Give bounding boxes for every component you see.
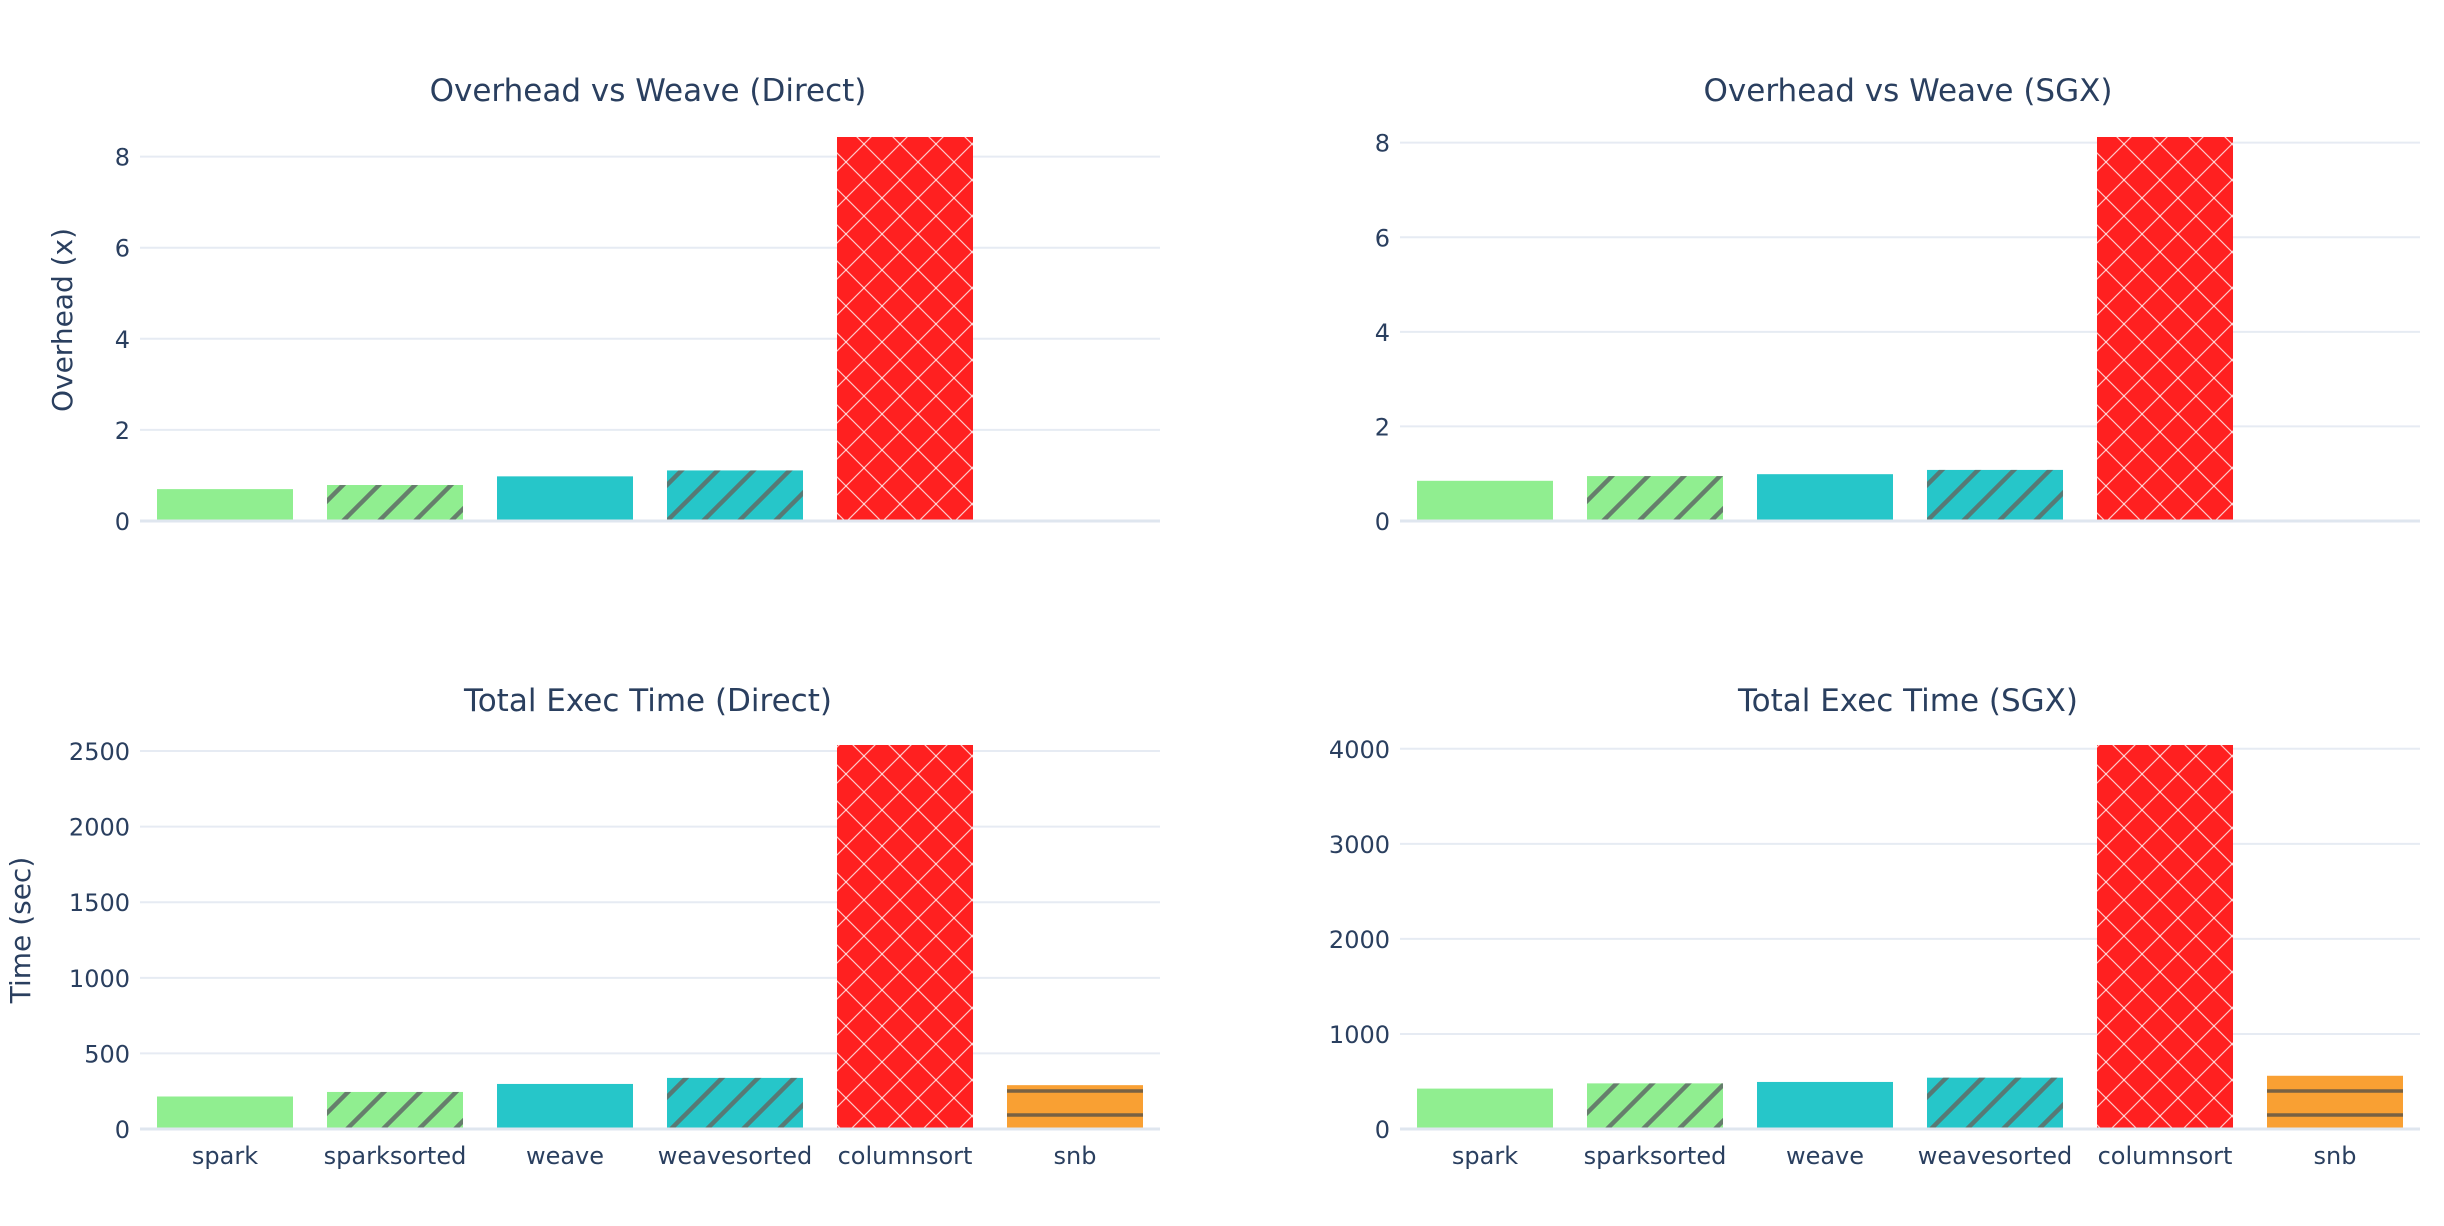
y-tick-label: 4000 bbox=[1329, 736, 1390, 764]
y-tick-label: 8 bbox=[115, 144, 130, 172]
x-tick-label: weave bbox=[1786, 1142, 1864, 1170]
y-tick-label: 4 bbox=[1375, 319, 1390, 347]
y-tick-label: 1000 bbox=[1329, 1021, 1390, 1049]
x-tick-label: sparksorted bbox=[324, 1142, 467, 1170]
x-tick-label: weavesorted bbox=[1918, 1142, 2073, 1170]
bar-weave bbox=[497, 1083, 633, 1129]
chart-title: Total Exec Time (SGX) bbox=[1737, 683, 2078, 719]
x-tick-label: columnsort bbox=[2098, 1142, 2233, 1170]
y-tick-label: 4 bbox=[115, 326, 130, 354]
y-tick-label: 500 bbox=[84, 1040, 130, 1068]
y-tick-label: 6 bbox=[115, 235, 130, 263]
bar-spark bbox=[1417, 480, 1553, 521]
x-tick-label: spark bbox=[192, 1142, 258, 1170]
bar-pattern-sparksorted bbox=[1587, 1083, 1723, 1129]
y-tick-label: 1500 bbox=[69, 889, 130, 917]
bar-weave bbox=[1757, 474, 1893, 521]
bar-pattern-snb bbox=[1007, 1085, 1143, 1129]
x-tick-label: spark bbox=[1452, 1142, 1518, 1170]
y-tick-label: 2500 bbox=[69, 738, 130, 766]
x-tick-label: snb bbox=[2314, 1142, 2357, 1170]
x-tick-label: snb bbox=[1054, 1142, 1097, 1170]
y-tick-label: 1000 bbox=[69, 965, 130, 993]
bar-pattern-sparksorted bbox=[327, 1091, 463, 1129]
y-tick-label: 0 bbox=[1375, 508, 1390, 536]
y-tick-label: 0 bbox=[1375, 1116, 1390, 1144]
bar-pattern-columnsort bbox=[2097, 745, 2233, 1129]
bar-spark bbox=[1417, 1088, 1553, 1129]
y-axis-label: Overhead (x) bbox=[46, 228, 79, 412]
panel-exec-time-direct: Total Exec Time (Direct) Time (sec) 0 500… bbox=[4, 683, 1160, 1170]
y-tick-label: 6 bbox=[1375, 224, 1390, 252]
bar-spark bbox=[157, 1096, 293, 1129]
bar-pattern-columnsort bbox=[837, 745, 973, 1129]
y-tick-label: 0 bbox=[115, 508, 130, 536]
bar-pattern-weavesorted bbox=[1927, 469, 2063, 521]
y-tick-label: 8 bbox=[1375, 130, 1390, 158]
panel-overhead-direct: Overhead vs Weave (Direct) Overhead (x) … bbox=[46, 73, 1160, 536]
x-tick-label: sparksorted bbox=[1584, 1142, 1727, 1170]
bar-pattern-weavesorted bbox=[1927, 1077, 2063, 1129]
chart-title: Total Exec Time (Direct) bbox=[463, 683, 832, 719]
chart-title: Overhead vs Weave (Direct) bbox=[430, 73, 867, 109]
bar-pattern-weavesorted bbox=[667, 470, 803, 521]
bar-spark bbox=[157, 489, 293, 521]
y-tick-label: 2000 bbox=[69, 814, 130, 842]
bar-pattern-columnsort bbox=[2097, 137, 2233, 521]
bar-weave bbox=[1757, 1081, 1893, 1129]
x-tick-label: columnsort bbox=[838, 1142, 973, 1170]
y-tick-label: 2000 bbox=[1329, 926, 1390, 954]
y-tick-label: 0 bbox=[115, 1116, 130, 1144]
y-tick-label: 2 bbox=[1375, 413, 1390, 441]
panel-overhead-sgx: Overhead vs Weave (SGX) 0 2 4 6 8 bbox=[1375, 73, 2420, 536]
bar-pattern-sparksorted bbox=[327, 485, 463, 521]
bar-pattern-sparksorted bbox=[1587, 476, 1723, 521]
x-tick-label: weavesorted bbox=[658, 1142, 813, 1170]
panel-exec-time-sgx: Total Exec Time (SGX) 0 1000 2000 3000 4000 s… bbox=[1329, 683, 2420, 1170]
bar-pattern-columnsort bbox=[837, 137, 973, 521]
bar-weave bbox=[497, 476, 633, 521]
bar-pattern-snb bbox=[2267, 1075, 2403, 1129]
chart-title: Overhead vs Weave (SGX) bbox=[1704, 73, 2113, 109]
y-tick-label: 3000 bbox=[1329, 831, 1390, 859]
bar-pattern-weavesorted bbox=[667, 1077, 803, 1129]
y-tick-label: 2 bbox=[115, 417, 130, 445]
y-axis-label: Time (sec) bbox=[4, 857, 37, 1004]
x-tick-label: weave bbox=[526, 1142, 604, 1170]
